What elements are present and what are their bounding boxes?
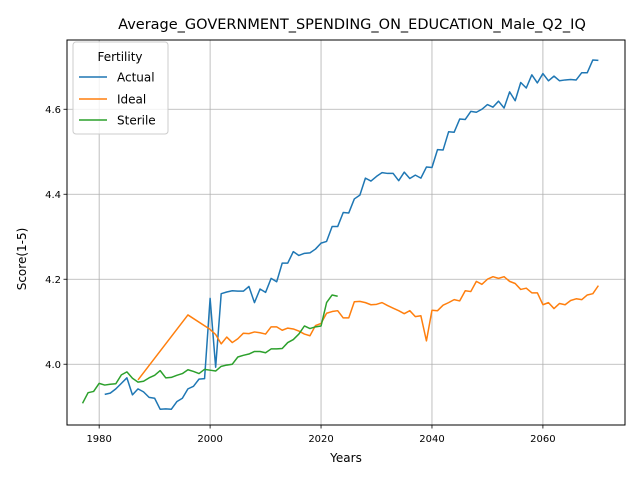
chart-title: Average_GOVERNMENT_SPENDING_ON_EDUCATION… xyxy=(118,17,586,33)
legend-label-sterile: Sterile xyxy=(117,114,156,128)
x-tick-label: 2000 xyxy=(197,434,222,445)
axis-ticks: 1980 2000 2020 2040 2060 4.0 4.2 4.4 4.6 xyxy=(45,105,556,445)
series-line-sterile xyxy=(81,294,338,404)
x-tick-label: 1980 xyxy=(86,434,111,445)
series-lines xyxy=(81,59,599,411)
plot-area-frame xyxy=(66,39,626,426)
x-tick-label: 2040 xyxy=(419,434,444,445)
legend: Fertility Actual Ideal Sterile xyxy=(72,41,169,135)
legend-title: Fertility xyxy=(97,50,142,64)
series-line-ideal xyxy=(137,275,599,381)
y-tick-label: 4.0 xyxy=(45,360,61,371)
series-line-actual xyxy=(104,59,599,411)
legend-label-ideal: Ideal xyxy=(117,93,146,107)
y-tick-label: 4.2 xyxy=(45,275,61,286)
x-tick-label: 2060 xyxy=(530,434,555,445)
y-tick-label: 4.4 xyxy=(45,190,61,201)
y-axis-label: Score(1-5) xyxy=(15,228,29,291)
x-axis-label: Years xyxy=(329,451,362,465)
grid xyxy=(67,40,625,425)
legend-label-actual: Actual xyxy=(117,71,155,85)
y-tick-label: 4.6 xyxy=(45,105,61,116)
x-tick-label: 2020 xyxy=(308,434,333,445)
legend-box xyxy=(72,41,169,135)
